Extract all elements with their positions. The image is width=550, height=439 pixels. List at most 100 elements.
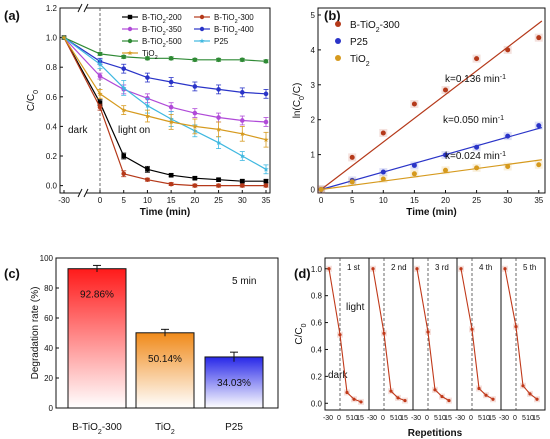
series-line — [63, 37, 266, 182]
x-axis-label: Time (min) — [140, 207, 190, 218]
data-point — [411, 162, 417, 168]
cycle-line — [328, 268, 362, 403]
bar — [135, 332, 195, 409]
cycle-line — [504, 268, 538, 400]
data-point — [215, 139, 222, 146]
cycle-tick-label: -30 — [499, 415, 509, 422]
data-point — [61, 34, 67, 40]
y-tick-label: 80 — [44, 284, 53, 293]
cycle-tick-label: 15 — [532, 415, 540, 422]
y-tick-label: 4 — [311, 46, 316, 55]
data-point — [440, 394, 444, 399]
bar-TiO2: 50.14% TiO2 — [135, 328, 195, 436]
x-tick-label: 20 — [190, 196, 199, 205]
data-point — [411, 171, 417, 177]
x-tick-label: 10 — [143, 196, 152, 205]
cycle-tick-label: 15 — [356, 415, 364, 422]
cycle-line — [416, 268, 450, 402]
data-point — [503, 267, 507, 271]
legend-entry: B-TiO2-200 — [142, 13, 182, 25]
legend-entry: TiO2 — [350, 54, 370, 68]
y-tick-label: 1.0 — [46, 34, 58, 43]
cycle-tick-label: 10 — [526, 415, 534, 422]
data-point — [192, 175, 198, 181]
y-tick-label: 0.4 — [311, 345, 323, 354]
x-tick-label: 20 — [441, 196, 450, 205]
data-point — [491, 397, 495, 401]
x-tick-label: 10 — [379, 196, 388, 205]
data-point — [349, 179, 355, 185]
panel-b: 0 1 2 3 4 5 0 5 10 15 20 25 30 35 Time (min) ln(C0/C) (b… — [292, 7, 546, 218]
legend-swatch-marker — [127, 50, 133, 56]
data-point — [514, 325, 518, 329]
y-tick-label: 0.2 — [46, 152, 58, 161]
data-point — [168, 119, 174, 125]
cycle-tick-label: 10 — [350, 415, 358, 422]
cycle-tick-label: 0 — [513, 415, 517, 422]
cycle-tick-label: -30 — [323, 415, 333, 422]
y-axis-label: ln(C0/C) — [292, 83, 306, 119]
data-point — [192, 123, 198, 129]
fit-line — [320, 20, 543, 190]
series-B-TiO2-300 — [61, 35, 269, 188]
cycle-tick-label: 5 — [522, 415, 526, 422]
axis-break-gap-bottom — [80, 189, 86, 197]
data-point — [120, 85, 127, 91]
data-point — [192, 57, 198, 63]
data-point — [389, 389, 393, 393]
data-point — [318, 187, 324, 193]
data-point — [239, 57, 245, 63]
data-point — [263, 91, 269, 97]
series-line — [63, 37, 267, 141]
fit-line — [321, 159, 542, 191]
y-tick-label: 0 — [49, 404, 54, 413]
category-label: P25 — [225, 422, 243, 433]
cycle-tick-label: -30 — [411, 415, 421, 422]
legend-swatch — [335, 55, 341, 61]
data-point — [536, 123, 542, 129]
x-tick-label: 35 — [262, 196, 271, 205]
data-point — [484, 393, 488, 397]
data-point — [263, 178, 269, 184]
y-tick-label: 0.0 — [311, 399, 323, 408]
data-point — [121, 54, 127, 60]
y-tick-label: 0.4 — [46, 122, 58, 131]
x-tick-label: 5 — [121, 196, 126, 205]
series-B-TiO2-500 — [61, 35, 269, 64]
data-point — [216, 183, 221, 188]
data-point — [145, 167, 150, 172]
data-point — [168, 79, 174, 85]
data-point — [396, 396, 400, 400]
data-point — [371, 267, 375, 271]
category-label: TiO2 — [155, 422, 175, 436]
panel-b-frame — [317, 7, 546, 194]
y-tick-label: 0.6 — [311, 319, 323, 328]
x-tick-label: 0 — [98, 196, 103, 205]
bar — [204, 356, 264, 409]
cycle-label: 1 st — [347, 263, 361, 272]
data-point — [144, 102, 151, 109]
series-B-TiO2-300: k=0.136 min-1 B-TiO2-300 — [317, 20, 543, 194]
annotation-dark: dark — [328, 370, 348, 381]
data-point — [380, 176, 386, 182]
data-point — [474, 56, 480, 62]
bar-P25: 34.03% P25 — [204, 351, 264, 433]
data-point — [239, 178, 245, 184]
x-tick-label: 30 — [238, 196, 247, 205]
panel-d: 0.0 0.2 0.4 0.6 0.8 1.0 C/C0 Repetitions (d) ligh… — [294, 257, 546, 439]
series-TiO2: k=0.024 min-1 TiO2 — [317, 54, 543, 194]
axis-break-mark-top — [83, 3, 89, 13]
legend-swatch — [335, 38, 341, 44]
cycle-tick-label: 5 — [390, 415, 394, 422]
cycle-tick-label: -30 — [455, 415, 465, 422]
data-point — [97, 73, 103, 79]
axis-break-mark-bottom — [83, 188, 89, 198]
y-tick-label: 0.8 — [46, 63, 58, 72]
x-tick-label: -30 — [58, 196, 70, 205]
value-label: 92.86% — [80, 290, 114, 301]
data-point — [528, 392, 532, 396]
